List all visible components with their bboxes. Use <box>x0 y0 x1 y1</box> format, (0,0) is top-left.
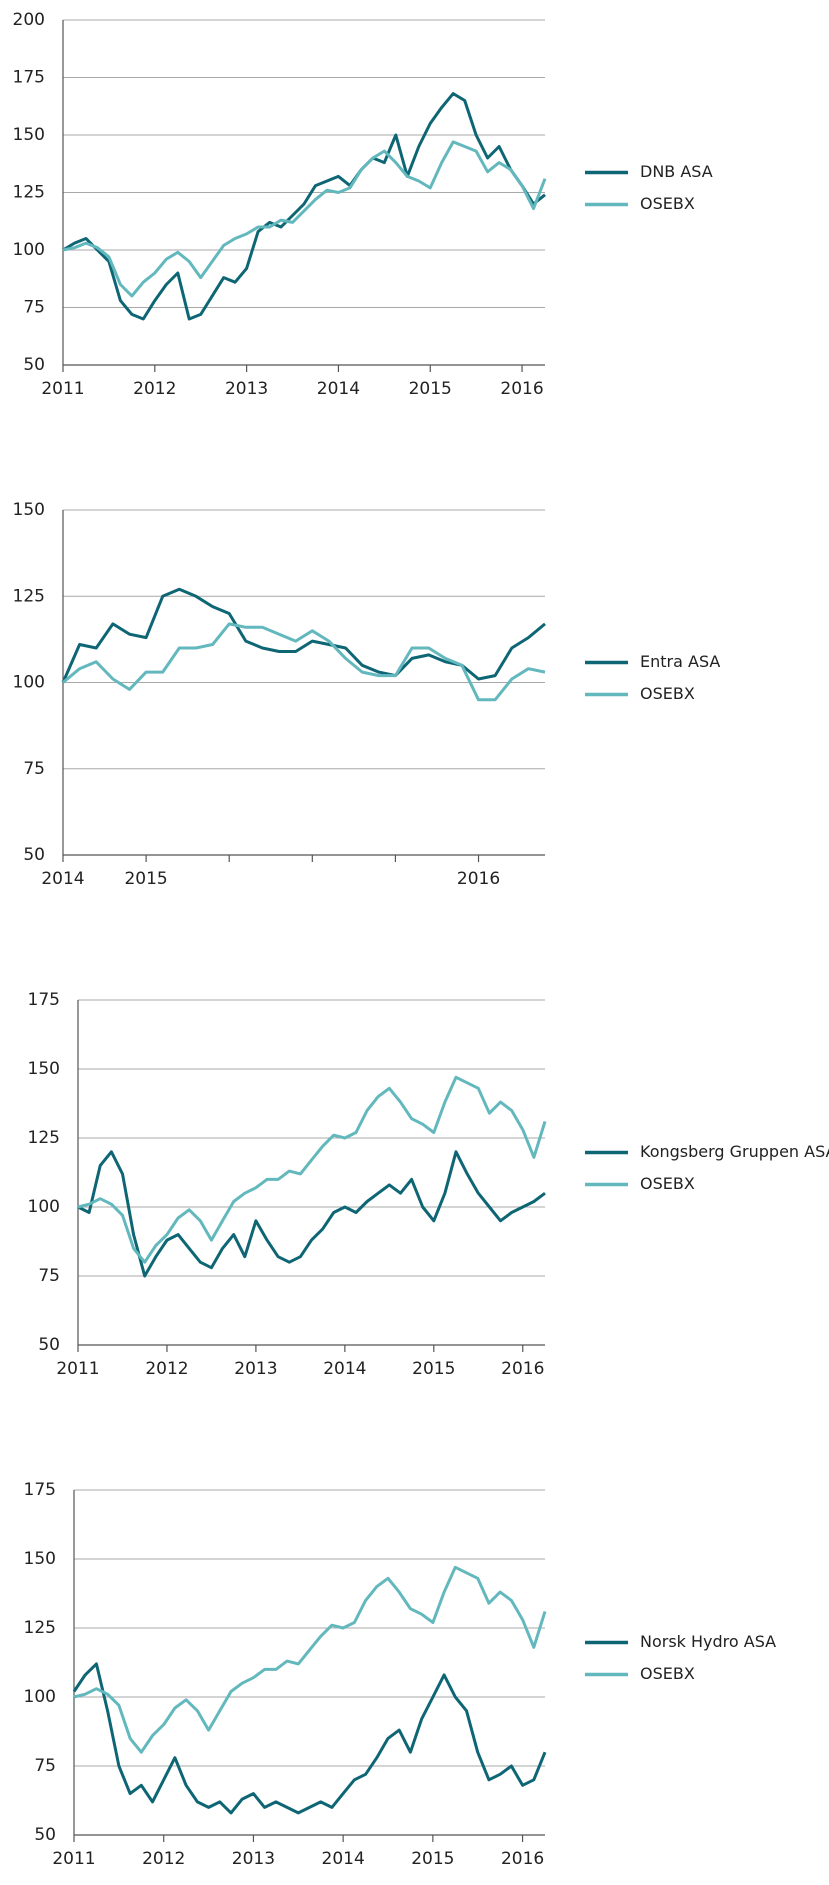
x-tick-label: 2015 <box>409 379 452 399</box>
y-tick-label: 125 <box>24 1618 56 1638</box>
series-line <box>61 587 546 684</box>
x-tick-label: 2016 <box>500 379 543 399</box>
y-tick-label: 200 <box>13 10 45 30</box>
y-tick-label: 100 <box>13 240 45 260</box>
series-line <box>77 1150 546 1278</box>
x-tick-label: 2014 <box>323 1359 366 1379</box>
y-tick-label: 125 <box>13 586 45 606</box>
legend-label: DNB ASA <box>640 162 713 181</box>
x-tick-label: 2011 <box>56 1359 99 1379</box>
y-tick-label: 150 <box>28 1059 60 1079</box>
x-tick-label: 2015 <box>411 1849 454 1869</box>
y-tick-label: 100 <box>28 1197 60 1217</box>
x-tick-label: 2014 <box>41 869 84 889</box>
x-tick-label: 2013 <box>232 1849 275 1869</box>
y-tick-label: 125 <box>28 1128 60 1148</box>
y-tick-label: 75 <box>38 1266 60 1286</box>
x-tick-label: 2016 <box>501 1359 544 1379</box>
legend-label: OSEBX <box>640 1174 695 1193</box>
x-tick-label: 2015 <box>412 1359 455 1379</box>
y-tick-label: 150 <box>13 500 45 520</box>
x-tick-label: 2012 <box>142 1849 185 1869</box>
series-line <box>72 1662 547 1815</box>
y-tick-label: 50 <box>38 1335 60 1355</box>
x-tick-label: 2014 <box>317 379 360 399</box>
y-tick-label: 125 <box>13 183 45 203</box>
x-tick-label: 2013 <box>234 1359 277 1379</box>
legend-label: Entra ASA <box>640 652 720 671</box>
x-tick-label: 2014 <box>322 1849 365 1869</box>
x-tick-label: 2012 <box>133 379 176 399</box>
y-tick-label: 150 <box>13 125 45 145</box>
x-tick-label: 2011 <box>41 379 84 399</box>
legend-label: OSEBX <box>640 1664 695 1683</box>
series-line <box>62 140 547 298</box>
x-tick-label: 2013 <box>225 379 268 399</box>
series-line <box>62 92 546 321</box>
y-tick-label: 50 <box>34 1825 56 1845</box>
y-tick-label: 50 <box>23 845 45 865</box>
y-tick-label: 75 <box>23 298 45 318</box>
series-line <box>73 1565 547 1754</box>
y-tick-label: 100 <box>24 1687 56 1707</box>
y-tick-label: 175 <box>24 1480 56 1500</box>
series-line <box>77 1075 547 1264</box>
x-tick-label: 2016 <box>457 869 500 889</box>
y-tick-label: 175 <box>28 990 60 1010</box>
y-tick-label: 175 <box>13 68 45 88</box>
x-tick-label: 2016 <box>501 1849 544 1869</box>
y-tick-label: 75 <box>34 1756 56 1776</box>
legend-label: Norsk Hydro ASA <box>640 1632 776 1651</box>
series-line <box>62 622 546 702</box>
x-tick-label: 2012 <box>145 1359 188 1379</box>
y-tick-label: 75 <box>23 759 45 779</box>
legend-label: OSEBX <box>640 194 695 213</box>
x-tick-label: 2011 <box>52 1849 95 1869</box>
y-tick-label: 50 <box>23 355 45 375</box>
legend-label: Kongsberg Gruppen ASA <box>640 1142 829 1161</box>
y-tick-label: 150 <box>24 1549 56 1569</box>
legend-label: OSEBX <box>640 684 695 703</box>
y-tick-label: 100 <box>13 673 45 693</box>
x-tick-label: 2015 <box>124 869 167 889</box>
